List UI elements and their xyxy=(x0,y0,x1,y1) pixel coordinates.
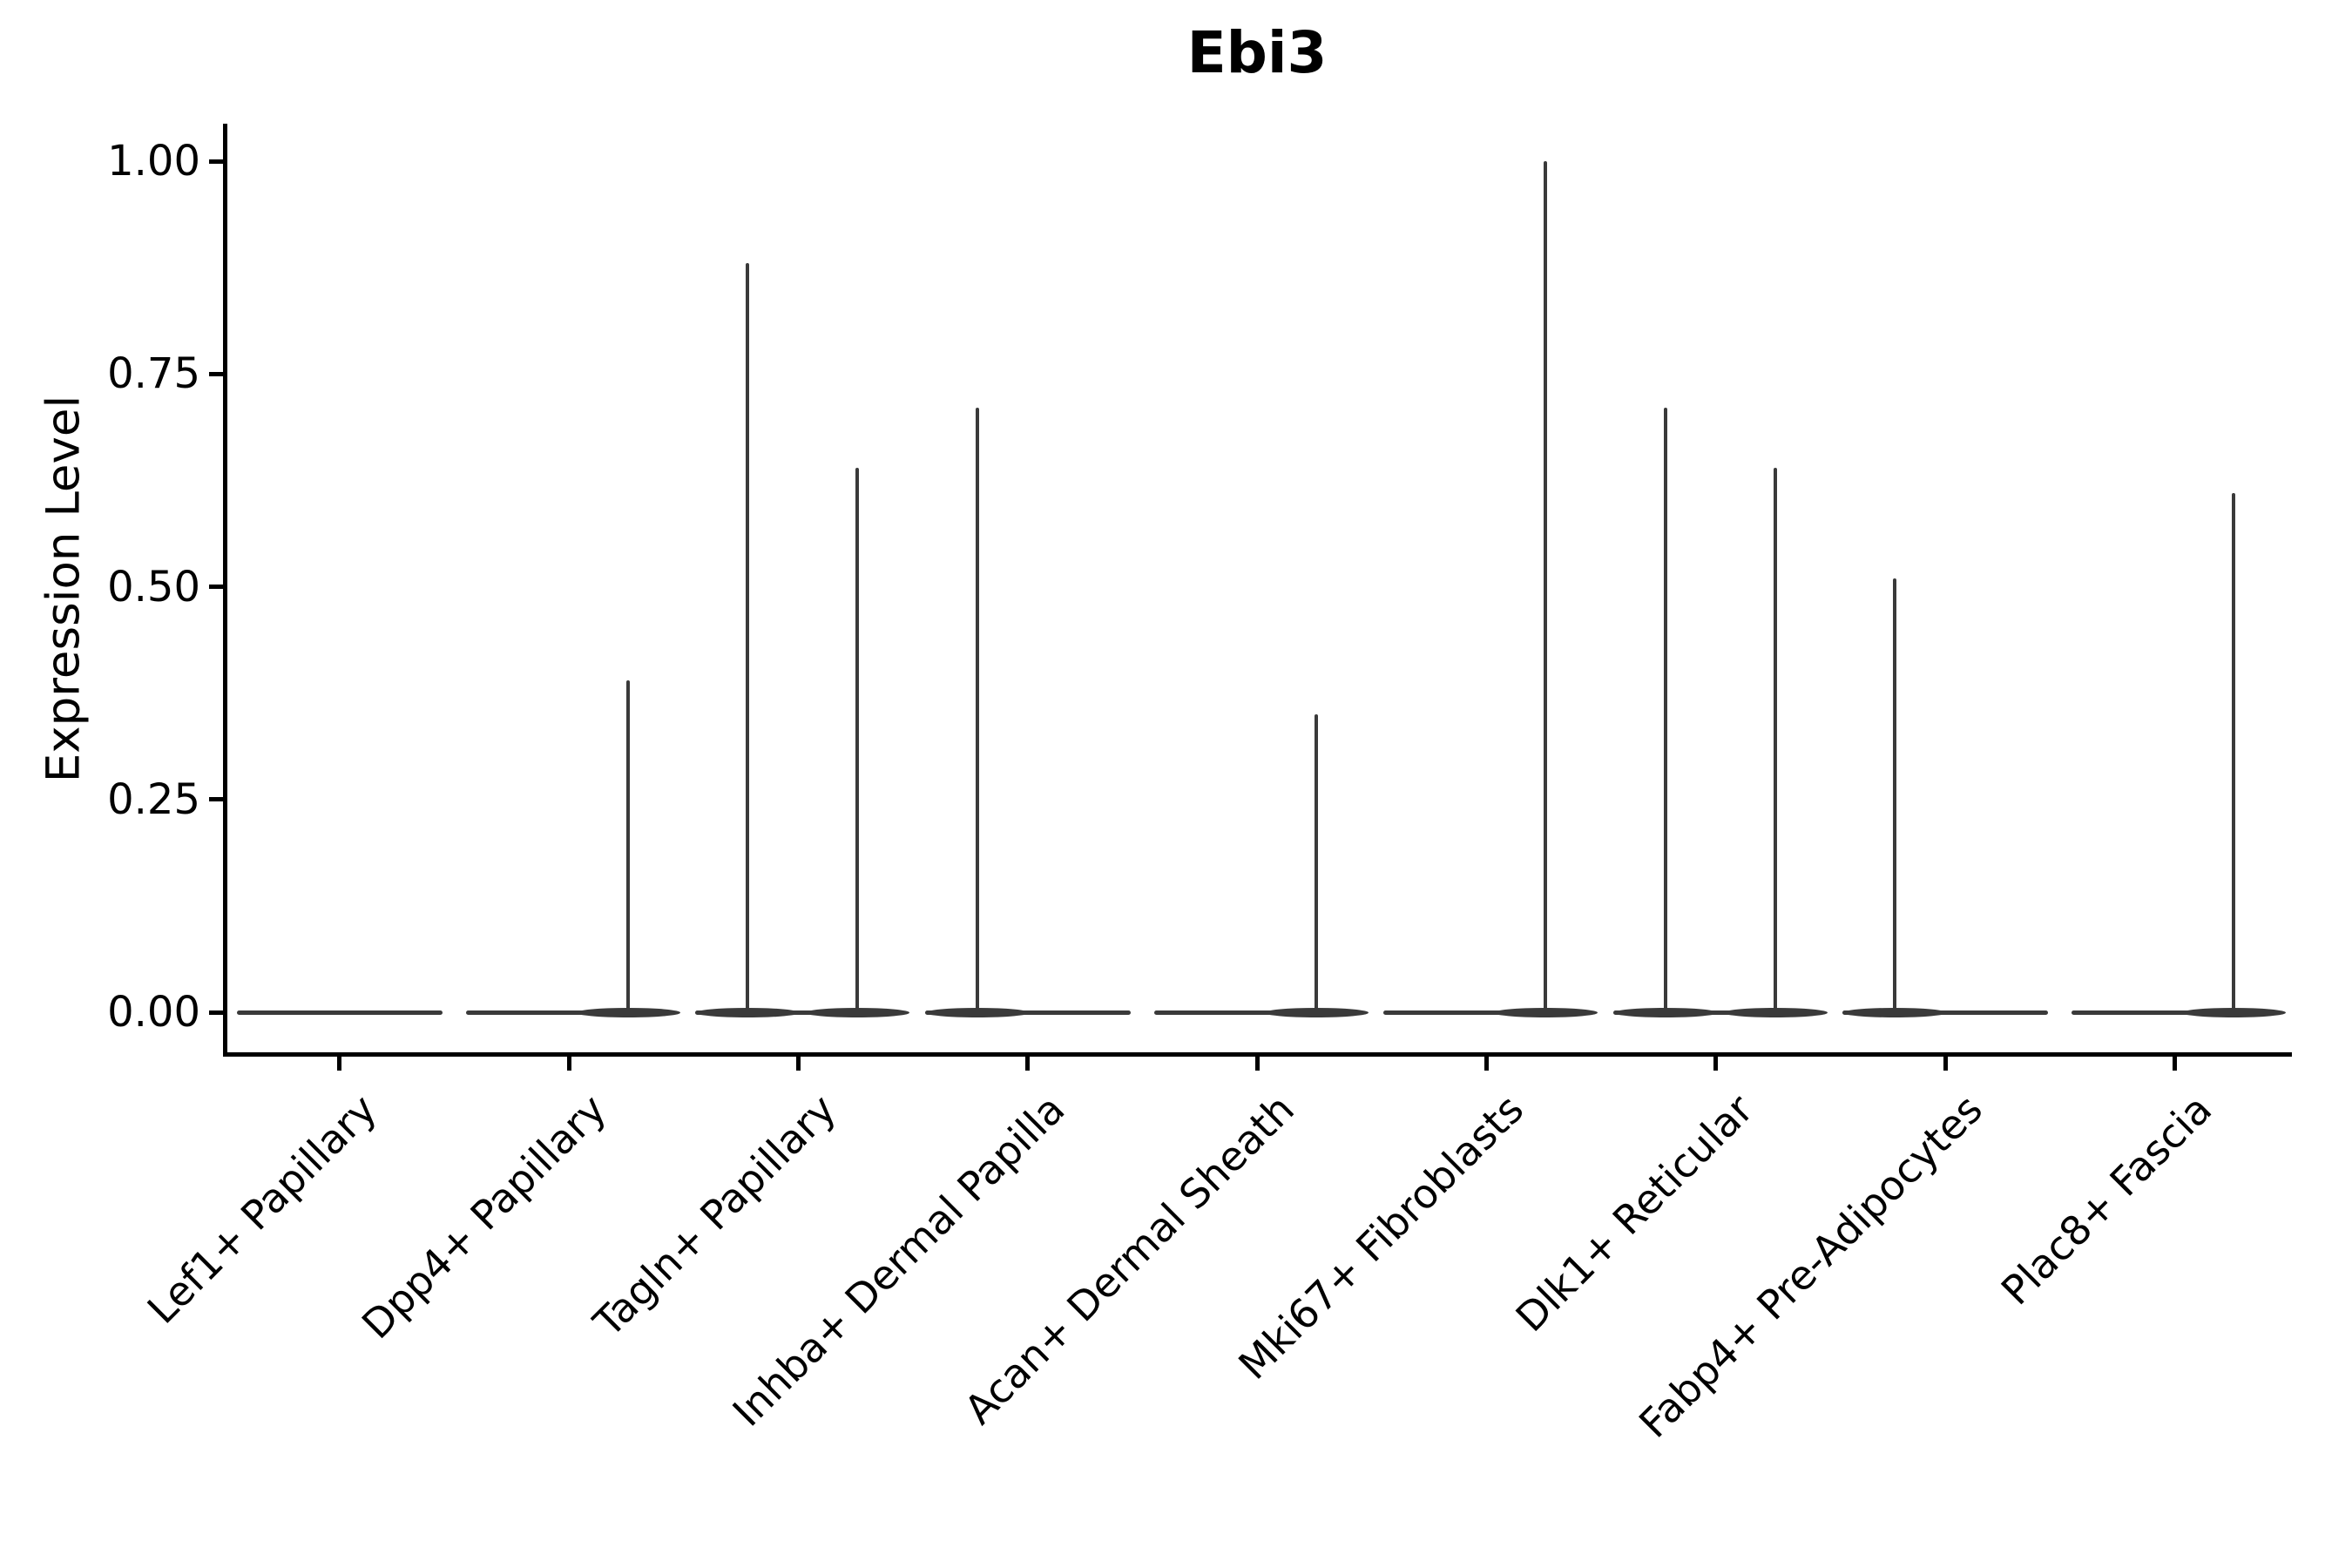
violin-spike xyxy=(746,263,750,1014)
y-axis-spine xyxy=(222,124,227,1057)
y-axis-tick xyxy=(208,797,223,802)
y-axis-tick xyxy=(208,585,223,589)
y-axis-tick xyxy=(208,1010,223,1015)
violin-spike xyxy=(2232,493,2236,1014)
y-tick-label: 0.00 xyxy=(107,988,200,1037)
x-axis-spine xyxy=(222,1051,2292,1057)
y-tick-label: 0.75 xyxy=(107,349,200,399)
violin-spike xyxy=(1773,467,1777,1014)
x-axis-tick xyxy=(1025,1056,1031,1071)
x-axis-tick xyxy=(2172,1056,2177,1071)
x-category-label: Plac8+ Fascia xyxy=(1992,1085,2221,1315)
x-axis-tick xyxy=(1254,1056,1260,1071)
x-category-label: Tagln+ Papillary xyxy=(584,1085,845,1346)
x-category-label: Dpp4+ Papillary xyxy=(352,1085,616,1348)
x-axis-tick xyxy=(795,1056,801,1071)
x-axis-tick xyxy=(1943,1056,1948,1071)
x-category-label: Lef1+ Papillary xyxy=(138,1085,386,1333)
y-tick-label: 1.00 xyxy=(107,137,200,186)
violin-spike xyxy=(1893,578,1896,1014)
x-axis-tick xyxy=(1713,1056,1719,1071)
violin-spike xyxy=(855,467,860,1014)
x-axis-tick xyxy=(337,1056,342,1071)
violin-spike xyxy=(1315,714,1318,1014)
y-tick-label: 0.50 xyxy=(107,562,200,612)
chart-title: Ebi3 xyxy=(1186,19,1328,86)
x-axis-tick xyxy=(566,1056,571,1071)
y-axis-tick xyxy=(208,159,223,164)
x-category-label: Dlk1+ Reticular xyxy=(1506,1085,1762,1342)
y-tick-label: 0.25 xyxy=(107,774,200,824)
x-axis-tick xyxy=(1484,1056,1489,1071)
violin-spike xyxy=(626,679,630,1014)
violin-spike xyxy=(1544,161,1548,1014)
violin-baseline xyxy=(2072,1010,2278,1015)
violin-baseline xyxy=(236,1010,443,1015)
y-axis-tick xyxy=(208,371,223,376)
violin-baseline xyxy=(466,1010,672,1015)
violin-spike xyxy=(975,408,979,1014)
violin-baseline xyxy=(1154,1010,1360,1015)
violin-baseline xyxy=(1383,1010,1590,1015)
violin-spike xyxy=(1663,408,1667,1014)
